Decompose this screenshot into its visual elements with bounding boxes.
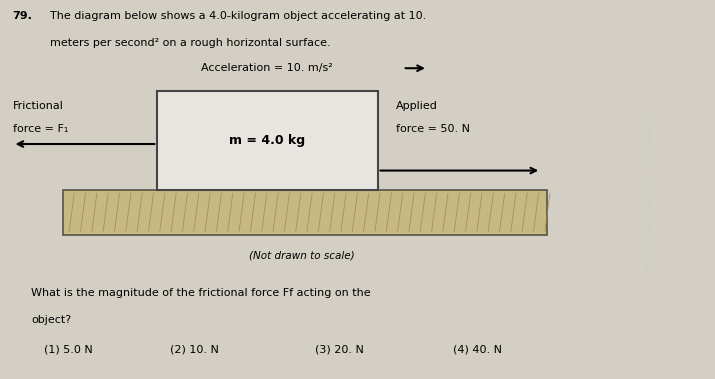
Text: (2) 10. N: (2) 10. N <box>170 345 219 355</box>
Text: (Not drawn to scale): (Not drawn to scale) <box>250 250 355 260</box>
Bar <box>63 190 548 235</box>
Text: Acceleration = 10. m/s²: Acceleration = 10. m/s² <box>202 63 333 73</box>
Text: (4) 40. N: (4) 40. N <box>453 345 502 355</box>
Text: object?: object? <box>31 315 72 324</box>
Text: force = 50. N: force = 50. N <box>396 124 470 134</box>
Text: (1) 5.0 N: (1) 5.0 N <box>44 345 93 355</box>
Text: Chapter Four   VECTOR QUANTITIES ▲: Chapter Four VECTOR QUANTITIES ▲ <box>643 110 651 269</box>
Text: Frictional: Frictional <box>13 101 64 111</box>
Text: 79.: 79. <box>13 11 32 21</box>
Text: (3) 20. N: (3) 20. N <box>315 345 363 355</box>
Text: force = F₁: force = F₁ <box>13 124 68 134</box>
Text: The diagram below shows a 4.0-kilogram object accelerating at 10.: The diagram below shows a 4.0-kilogram o… <box>50 11 427 21</box>
Text: meters per second² on a rough horizontal surface.: meters per second² on a rough horizontal… <box>50 38 331 48</box>
Text: m = 4.0 kg: m = 4.0 kg <box>230 134 305 147</box>
Text: Applied: Applied <box>396 101 438 111</box>
Bar <box>157 91 378 190</box>
Text: What is the magnitude of the frictional force Ff acting on the: What is the magnitude of the frictional … <box>31 288 371 298</box>
